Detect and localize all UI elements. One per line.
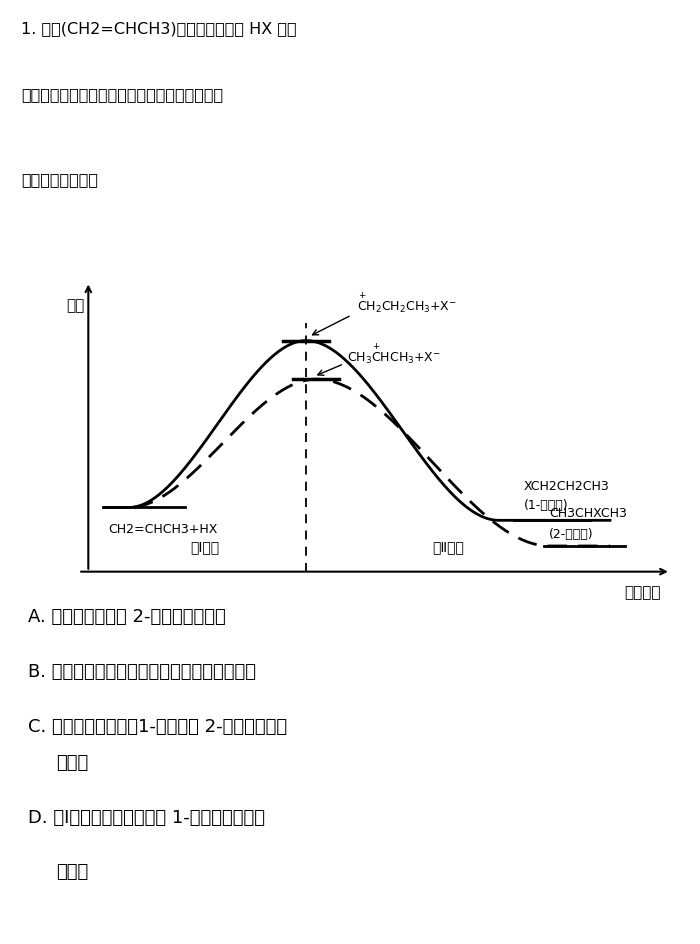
Text: CH2=CHCH3+HX: CH2=CHCH3+HX bbox=[108, 522, 218, 535]
Text: 第Ⅰ阶段: 第Ⅰ阶段 bbox=[190, 540, 219, 554]
Text: XCH2CH2CH3: XCH2CH2CH3 bbox=[524, 480, 610, 493]
Text: 反应历程: 反应历程 bbox=[624, 585, 661, 599]
Text: C. 平衡后降低温度，1-卤丙烷和 2-卤丙烷的产量: C. 平衡后降低温度，1-卤丙烷和 2-卤丙烷的产量 bbox=[28, 717, 287, 735]
Text: 都增加: 都增加 bbox=[56, 753, 88, 771]
Text: B. 两个反应的正反应的活化能都比逆反应的高: B. 两个反应的正反应的活化能都比逆反应的高 bbox=[28, 663, 256, 681]
Text: CH3CHXCH3: CH3CHXCH3 bbox=[550, 507, 627, 519]
Text: (2-卤丙烷): (2-卤丙烷) bbox=[550, 527, 594, 540]
Text: 能量: 能量 bbox=[66, 297, 85, 312]
Text: 率快慢: 率快慢 bbox=[56, 863, 88, 881]
Text: 1. 丙烯(CH2=CHCH3)在一定条件下与 HX 发生: 1. 丙烯(CH2=CHCH3)在一定条件下与 HX 发生 bbox=[21, 21, 297, 36]
Text: A. 反应后生成物中 2-卤丙烷含量较多: A. 反应后生成物中 2-卤丙烷含量较多 bbox=[28, 608, 225, 626]
Text: $\mathsf{CH_3\overset{+}{C}HCH_3}$+X$^{-}$: $\mathsf{CH_3\overset{+}{C}HCH_3}$+X$^{-… bbox=[346, 342, 440, 366]
Text: 加成反应生成两种卤代烃的能量变化如图所示，: 加成反应生成两种卤代烃的能量变化如图所示， bbox=[21, 87, 223, 102]
Text: D. 第Ⅰ阶段的速率决定生成 1-卤丙烷反应的速: D. 第Ⅰ阶段的速率决定生成 1-卤丙烷反应的速 bbox=[28, 808, 265, 826]
Text: (1-卤丙烷): (1-卤丙烷) bbox=[524, 498, 568, 512]
Text: 下列说法错误的是: 下列说法错误的是 bbox=[21, 172, 98, 187]
Text: 第Ⅱ阶段: 第Ⅱ阶段 bbox=[432, 540, 464, 554]
Text: $\mathsf{\overset{+}{C}H_2CH_2CH_3}$+X$^{-}$: $\mathsf{\overset{+}{C}H_2CH_2CH_3}$+X$^… bbox=[357, 291, 457, 314]
